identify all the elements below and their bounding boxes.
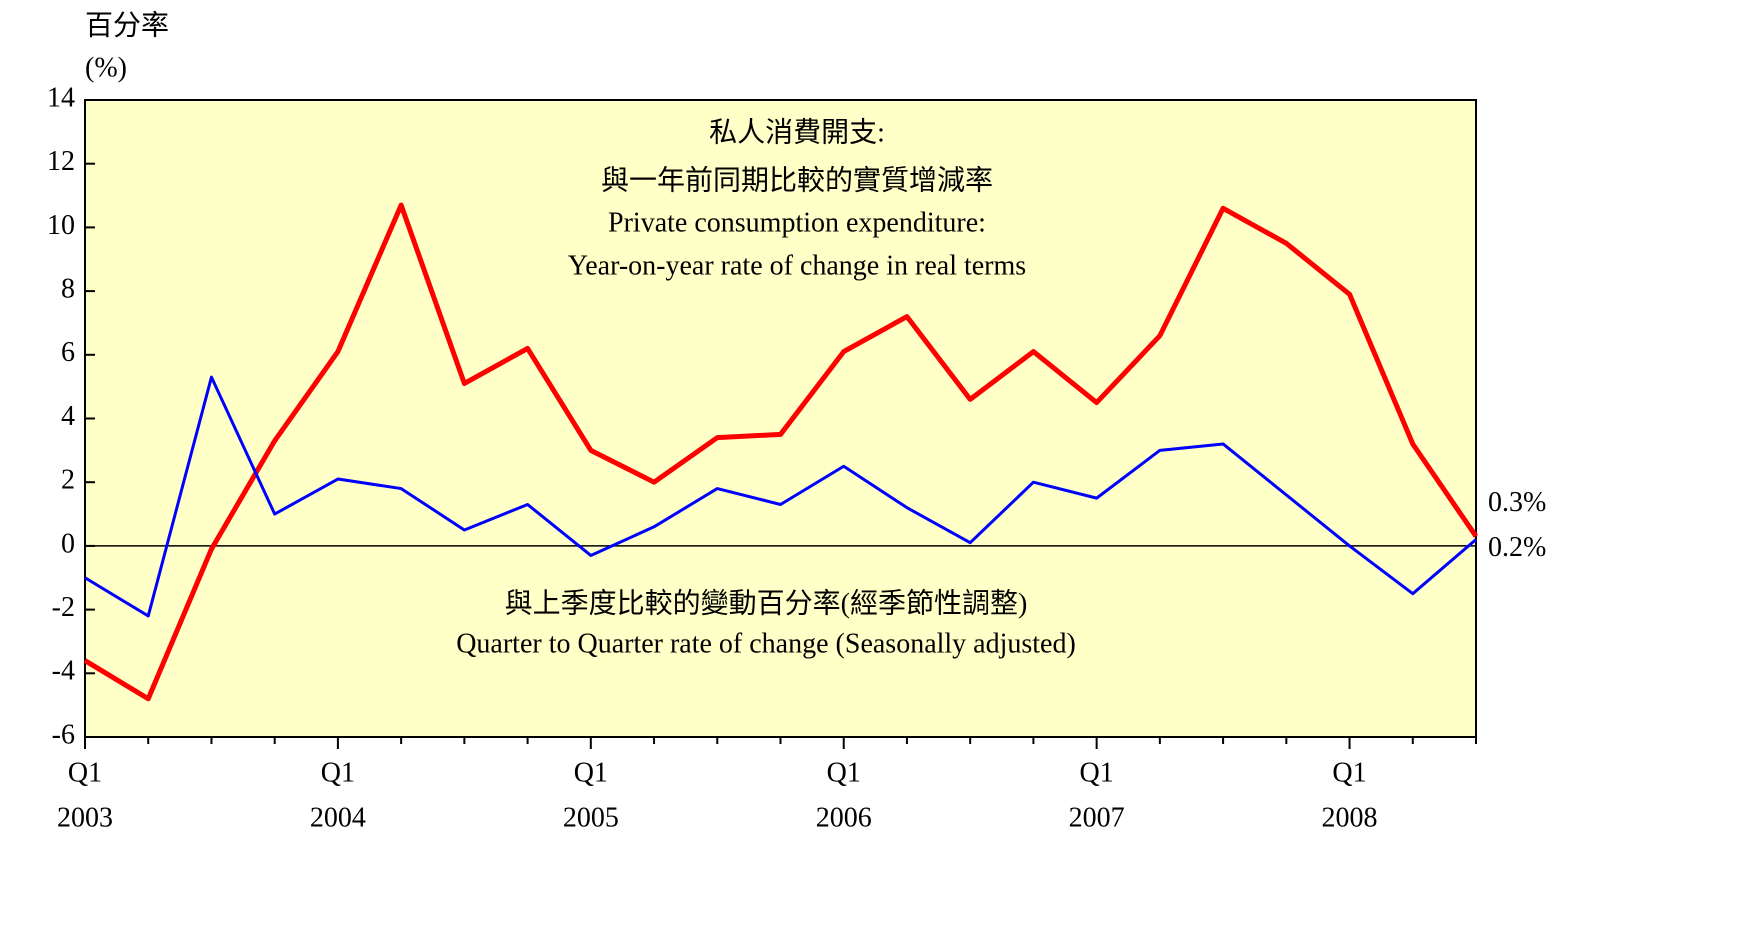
annotation: 與一年前同期比較的實質增減率	[601, 164, 993, 196]
y-tick-label: 2	[61, 465, 75, 496]
y-tick-label: 6	[61, 337, 75, 368]
x-tick-label: Q1	[1080, 757, 1114, 788]
y-tick-label: 10	[47, 210, 75, 241]
annotation: Quarter to Quarter rate of change (Seaso…	[456, 628, 1076, 659]
y-axis-label: (%)	[85, 52, 127, 83]
y-tick-label: 14	[47, 82, 75, 113]
x-tick-label: 2005	[563, 802, 619, 833]
annotation: 私人消費開支:	[709, 116, 885, 148]
x-tick-label: Q1	[574, 757, 608, 788]
x-tick-label: Q1	[321, 757, 355, 788]
x-tick-label: 2007	[1069, 802, 1125, 833]
value-label: 0.3%	[1488, 487, 1546, 518]
x-tick-label: 2006	[816, 802, 872, 833]
x-tick-label: 2008	[1322, 802, 1378, 833]
x-tick-label: Q1	[827, 757, 861, 788]
annotation: Private consumption expenditure:	[608, 207, 986, 238]
value-label: 0.2%	[1488, 532, 1546, 563]
y-axis-label: 百分率	[85, 9, 169, 41]
y-tick-label: 12	[47, 146, 75, 177]
y-tick-label: 4	[61, 401, 75, 432]
y-tick-label: -6	[52, 719, 75, 750]
x-tick-label: 2004	[310, 802, 366, 833]
annotation: 與上季度比較的變動百分率(經季節性調整)	[505, 587, 1028, 619]
y-tick-label: -2	[52, 592, 75, 623]
x-tick-label: 2003	[57, 802, 113, 833]
y-tick-label: 0	[61, 528, 75, 559]
x-tick-label: Q1	[68, 757, 102, 788]
annotation: Year-on-year rate of change in real term…	[568, 250, 1026, 281]
series-line	[83, 202, 1479, 702]
x-tick-label: Q1	[1332, 757, 1366, 788]
series-line	[84, 375, 1477, 618]
y-tick-label: -4	[52, 656, 75, 687]
y-tick-label: 8	[61, 274, 75, 305]
plot-area	[84, 99, 1477, 738]
